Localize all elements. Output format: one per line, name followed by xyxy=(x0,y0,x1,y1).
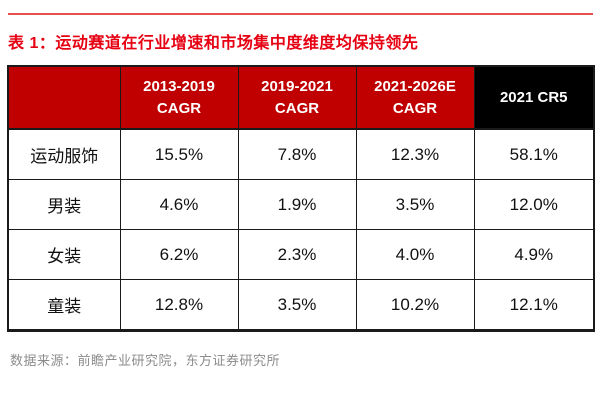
cell-value: 2.3% xyxy=(237,229,357,280)
header-cell-category xyxy=(7,65,121,130)
cell-value: 1.9% xyxy=(237,179,357,230)
cell-value: 3.5% xyxy=(237,279,357,331)
header-label: 2019-2021 xyxy=(261,77,333,95)
header-label: 2021-2026E xyxy=(374,77,456,95)
cell-value: 12.0% xyxy=(473,179,595,230)
row-label: 童装 xyxy=(7,279,121,331)
cell-value: 12.1% xyxy=(473,279,595,331)
row-label: 运动服饰 xyxy=(7,128,121,180)
cell-value: 10.2% xyxy=(355,279,475,331)
row-label: 男装 xyxy=(7,179,121,230)
industry-growth-concentration-table: 2013-2019 CAGR 2019-2021 CAGR 2021-2026E CA… xyxy=(7,65,595,332)
cell-value: 12.3% xyxy=(355,128,475,180)
header-label: 2021 CR5 xyxy=(499,88,568,106)
header-cell-2021-cr5: 2021 CR5 xyxy=(473,65,595,130)
table-row-childrenswear: 童装 12.8% 3.5% 10.2% 12.1% xyxy=(7,279,595,331)
header-cell-cagr-2019-2021: 2019-2021 CAGR xyxy=(237,65,357,130)
cell-value: 15.5% xyxy=(119,128,239,180)
header-cell-cagr-2013-2019: 2013-2019 CAGR xyxy=(119,65,239,130)
table-row-sportswear: 运动服饰 15.5% 7.8% 12.3% 58.1% xyxy=(7,128,595,180)
header-cell-cagr-2021-2026e: 2021-2026E CAGR xyxy=(355,65,475,130)
table-row-menswear: 男装 4.6% 1.9% 3.5% 12.0% xyxy=(7,179,595,230)
cell-value: 12.8% xyxy=(119,279,239,331)
cell-value: 4.6% xyxy=(119,179,239,230)
cell-value: 3.5% xyxy=(355,179,475,230)
cell-value: 4.9% xyxy=(473,229,595,280)
table-title: 表 1：运动赛道在行业增速和市场集中度维度均保持领先 xyxy=(8,35,419,52)
top-accent-rule xyxy=(8,13,593,15)
header-label: 2013-2019 xyxy=(143,77,215,95)
cell-value: 4.0% xyxy=(355,229,475,280)
table-row-womenswear: 女装 6.2% 2.3% 4.0% 4.9% xyxy=(7,229,595,280)
cell-value: 7.8% xyxy=(237,128,357,180)
data-source-note: 数据来源：前瞻产业研究院，东方证券研究所 xyxy=(10,353,281,368)
cell-value: 6.2% xyxy=(119,229,239,280)
row-label: 女装 xyxy=(7,229,121,280)
cell-value: 58.1% xyxy=(473,128,595,180)
header-row: 2013-2019 CAGR 2019-2021 CAGR 2021-2026E CA… xyxy=(7,65,595,130)
